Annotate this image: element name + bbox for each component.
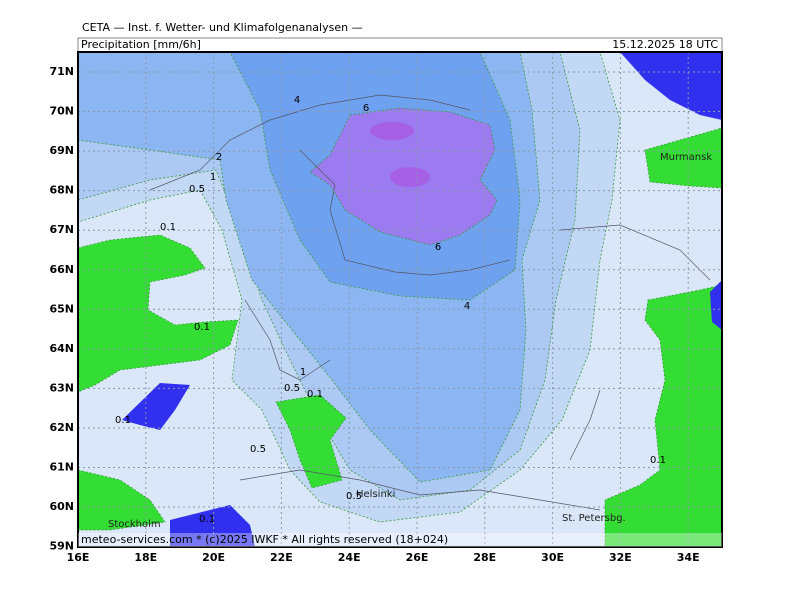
lat-label: 59N [49,540,74,553]
band-8 [390,167,430,187]
field-title: Precipitation [mm/6h] [81,38,201,51]
lon-label: 24E [338,551,361,564]
city-label: St. Petersbg. [562,513,626,524]
band-dry [644,127,722,189]
contour-label: 0.1 [307,389,323,400]
contour-label: 0.5 [189,184,205,195]
contour-label: 0.5 [250,444,266,455]
lat-label: 64N [49,342,74,355]
contour-label: 0.1 [160,222,176,233]
band-dry [78,469,166,531]
lat-label: 69N [49,144,74,157]
contour-label: 0.1 [650,455,666,466]
lat-label: 61N [49,461,74,474]
lon-label: 26E [406,551,429,564]
contour-label: 4 [294,95,300,106]
valid-time: 15.12.2025 18 UTC [612,38,718,51]
contour-label: 0.5 [284,383,300,394]
lon-label: 20E [202,551,225,564]
contour-label: 1 [210,172,216,183]
band-none [620,52,722,120]
map-frame [77,51,723,548]
lon-label: 30E [541,551,564,564]
band-none [122,383,190,430]
institute-title: CETA — Inst. f. Wetter- und Klimafolgena… [82,21,363,34]
lon-label: 16E [67,551,90,564]
lat-label: 68N [49,184,74,197]
contour-label: 4 [464,301,470,312]
band-none [170,505,255,547]
city-label: Stockholm [108,519,161,530]
contour-label: 0.5 [346,491,362,502]
band-8 [370,122,414,140]
lon-label: 18E [134,551,157,564]
contour-label: 6 [363,103,369,114]
band-dry [604,284,722,547]
contour-label: 1 [300,367,306,378]
band-none [710,280,722,330]
footer-strip [78,533,722,547]
lat-label: 70N [49,105,74,118]
footer: meteo-services.com * (c)2025 IWKF * All … [81,533,448,546]
lat-label: 71N [49,65,74,78]
lat-label: 62N [49,421,74,434]
lon-label: 22E [270,551,293,564]
lat-label: 66N [49,263,74,276]
lat-label: 65N [49,302,74,315]
lat-label: 63N [49,381,74,394]
lon-label: 28E [473,551,496,564]
contour-label: 2 [216,152,222,163]
lon-label: 32E [609,551,632,564]
lon-label: 34E [677,551,700,564]
lat-label: 60N [49,500,74,513]
contour-label: 6 [435,242,441,253]
city-label: Murmansk [660,152,712,163]
contour-label: 0.1 [194,322,210,333]
city-label: Helsinki [356,489,395,500]
band-dry [78,234,239,393]
precip-field [78,52,722,547]
coastline [149,94,711,511]
contour-label: 0.1 [115,415,131,426]
band-dry [275,394,347,489]
lat-label: 67N [49,223,74,236]
graticule [78,52,722,547]
contour-label: 0.1 [199,514,215,525]
